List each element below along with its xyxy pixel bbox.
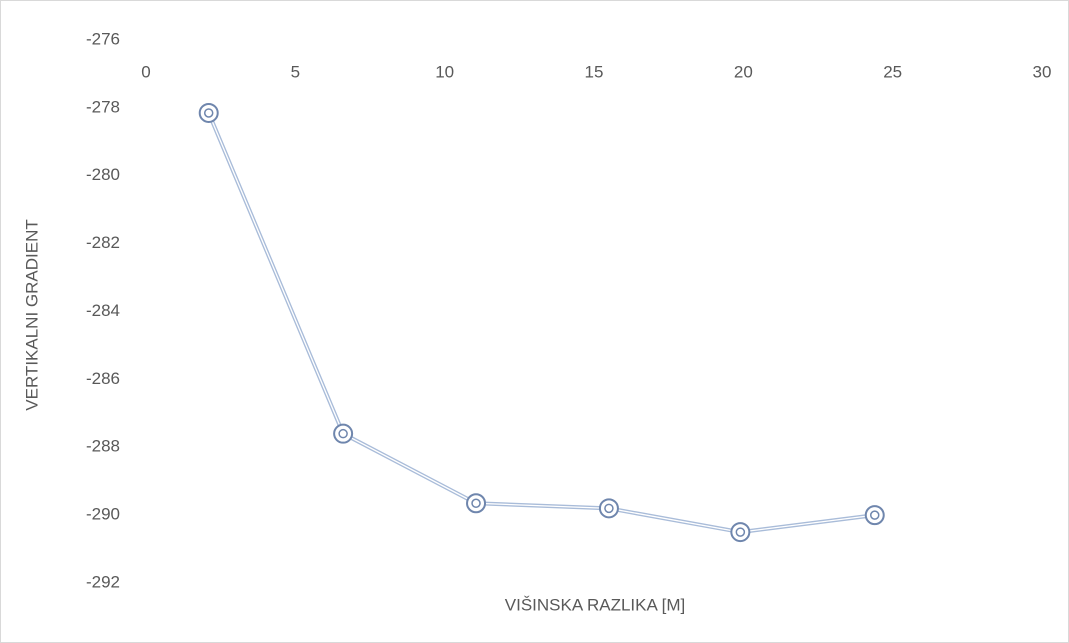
marker-center (869, 510, 880, 520)
y-tick-label: -286 (86, 369, 120, 388)
marker-center (203, 108, 214, 118)
y-tick-label: -290 (86, 505, 120, 524)
y-tick-label: -292 (86, 572, 120, 591)
y-tick-label: -284 (86, 301, 120, 320)
marker (466, 493, 487, 514)
marker (730, 522, 751, 543)
marker (333, 423, 354, 444)
x-tick-label: 30 (1033, 62, 1052, 81)
x-tick-label: 5 (291, 62, 300, 81)
x-tick-label: 20 (734, 62, 753, 81)
y-tick-label: -282 (86, 233, 120, 252)
x-axis-label: VIŠINSKA RAZLIKA [M] (505, 595, 685, 614)
marker (864, 505, 885, 526)
marker-center (471, 498, 481, 508)
marker-center (735, 527, 746, 537)
marker-center (604, 503, 614, 514)
marker (598, 498, 619, 519)
y-tick-label: -278 (86, 97, 120, 116)
x-tick-label: 25 (883, 62, 902, 81)
x-tick-label: 10 (435, 62, 454, 81)
marker (198, 102, 219, 123)
y-tick-label: -280 (86, 165, 120, 184)
x-tick-label: 0 (141, 62, 150, 81)
y-axis-label: VERTIKALNI GRADIENT (22, 219, 41, 410)
y-tick-label: -276 (86, 29, 120, 48)
y-tick-label: -288 (86, 437, 120, 456)
x-tick-label: 15 (585, 62, 604, 81)
series-line-highlight (208, 112, 875, 533)
marker-center (338, 428, 348, 439)
